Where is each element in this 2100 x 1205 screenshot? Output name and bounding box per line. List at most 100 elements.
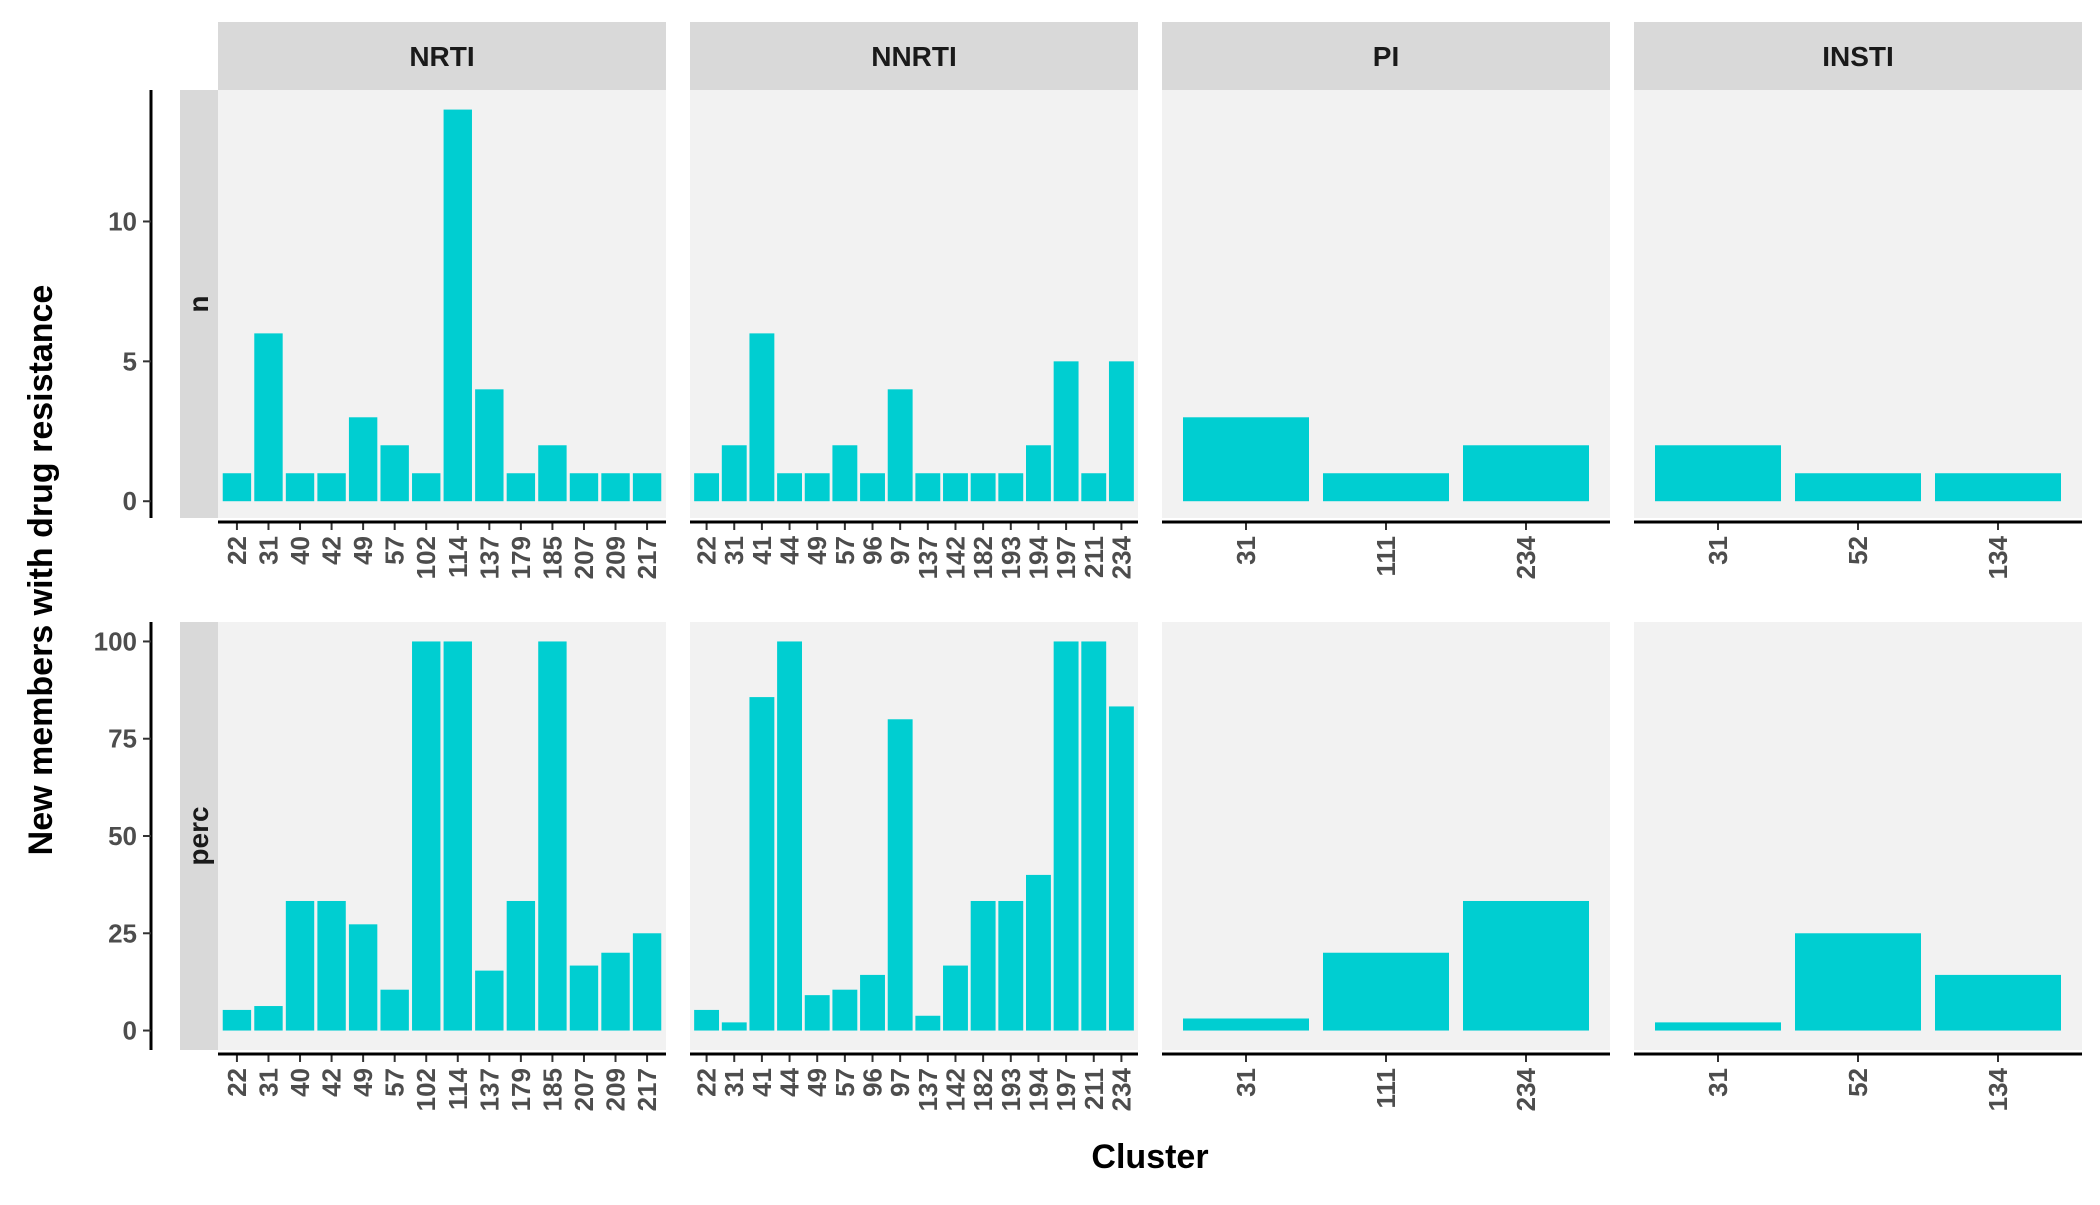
x-axis-title: Cluster [1091,1138,1208,1176]
x-tick-label-nrti-perc-22: 22 [222,1068,252,1097]
bar-nnrti-n-41 [749,333,775,502]
bar-nrti-perc-114 [443,641,472,1031]
x-tick-label-nrti-n-137: 137 [474,536,504,579]
panel-nrti-perc [218,622,666,1050]
x-tick-label-nnrti-perc-97: 97 [885,1068,915,1097]
bar-nnrti-n-142 [943,473,968,502]
x-tick-label-nnrti-n-211: 211 [1079,536,1109,578]
x-tick-label-nnrti-n-49: 49 [802,536,832,565]
x-tick-label-nnrti-perc-197: 197 [1051,1068,1081,1111]
x-tick-label-nnrti-perc-193: 193 [996,1068,1026,1111]
bar-nrti-n-57 [380,445,409,502]
bar-nrti-perc-31 [254,1006,283,1031]
bar-nrti-n-209 [601,473,630,502]
bar-pi-perc-31 [1183,1018,1309,1031]
bar-nrti-perc-209 [601,952,630,1031]
bar-insti-n-134 [1935,473,2061,502]
bar-pi-perc-234 [1463,900,1589,1031]
x-tick-label-nrti-n-42: 42 [317,536,347,565]
bar-insti-perc-31 [1655,1022,1781,1031]
bar-pi-n-111 [1323,473,1449,502]
x-tick-label-nrti-perc-217: 217 [632,1068,662,1111]
bar-nnrti-perc-197 [1053,641,1079,1031]
bar-nnrti-perc-22 [694,1009,720,1031]
bar-nnrti-perc-44 [777,641,802,1031]
bar-nnrti-n-31 [721,445,747,502]
bar-pi-n-234 [1463,445,1589,502]
bar-nnrti-n-194 [1026,445,1051,502]
x-tick-label-nnrti-n-194: 194 [1023,535,1053,579]
x-tick-label-insti-n-31: 31 [1703,536,1733,565]
x-tick-label-nnrti-n-31: 31 [719,536,749,565]
bar-nnrti-n-211 [1081,473,1107,502]
bar-nrti-n-49 [348,417,378,502]
x-tick-label-nrti-n-102: 102 [411,536,441,579]
x-tick-label-nrti-n-57: 57 [380,536,410,565]
col-strip-label-pi: PI [1373,41,1399,72]
x-tick-label-pi-n-31: 31 [1231,536,1261,565]
bar-nrti-perc-40 [285,900,315,1031]
bar-nrti-n-31 [254,333,283,502]
bar-insti-perc-52 [1795,933,1921,1031]
y-tick-label-perc-0: 0 [123,1016,137,1046]
y-tick-label-n-5: 5 [123,346,137,376]
x-tick-label-nnrti-perc-142: 142 [940,1068,970,1111]
bar-nnrti-n-197 [1053,361,1079,502]
x-tick-label-nnrti-n-97: 97 [885,536,915,565]
bar-nrti-perc-179 [506,900,536,1031]
bar-nnrti-perc-57 [832,989,858,1031]
bar-nnrti-perc-41 [749,697,775,1031]
x-tick-label-insti-perc-134: 134 [1983,1067,2013,1111]
col-strip-nrti [218,22,666,90]
bar-nrti-perc-217 [632,933,662,1031]
x-tick-label-nnrti-perc-211: 211 [1079,1068,1109,1110]
x-tick-label-nnrti-perc-44: 44 [775,1067,805,1096]
panel-nrti-n [218,90,666,518]
x-tick-label-nnrti-perc-182: 182 [968,1068,998,1111]
row-strip-n [180,90,218,518]
row-strip-label-n: n [183,295,214,312]
y-tick-label-perc-75: 75 [108,724,137,754]
bar-nrti-n-185 [538,445,567,502]
x-tick-label-nnrti-n-57: 57 [830,536,860,565]
bar-nrti-n-40 [285,473,315,502]
x-tick-label-nnrti-n-193: 193 [996,536,1026,579]
x-tick-label-nrti-perc-114: 114 [443,1067,473,1109]
bar-nnrti-perc-137 [915,1015,941,1031]
x-tick-label-nrti-n-22: 22 [222,536,252,565]
bar-pi-perc-111 [1323,952,1449,1031]
x-tick-label-nrti-n-40: 40 [285,536,315,565]
x-tick-label-nrti-n-207: 207 [569,536,599,579]
x-tick-label-nrti-n-179: 179 [506,536,536,579]
col-strip-insti [1634,22,2082,90]
col-strip-nnrti [690,22,1138,90]
x-tick-label-insti-perc-52: 52 [1843,1068,1873,1097]
row-strip-perc [180,622,218,1050]
col-strip-label-insti: INSTI [1822,41,1894,72]
x-tick-label-nnrti-n-41: 41 [747,536,777,565]
x-tick-label-nrti-n-217: 217 [632,536,662,579]
x-tick-label-nnrti-perc-49: 49 [802,1068,832,1097]
x-tick-label-pi-perc-111: 111 [1371,1068,1401,1109]
y-axis-title: New members with drug resistance [22,285,60,856]
x-tick-label-nnrti-perc-57: 57 [830,1068,860,1097]
x-tick-label-nrti-n-209: 209 [601,536,631,579]
bar-nnrti-n-182 [970,473,996,502]
bar-nrti-n-114 [443,109,472,502]
bar-nrti-perc-207 [569,965,599,1031]
col-strip-pi [1162,22,1610,90]
x-tick-label-nrti-perc-49: 49 [348,1068,378,1097]
bar-nnrti-n-193 [998,473,1024,502]
x-tick-label-pi-n-111: 111 [1371,536,1401,577]
bar-nnrti-n-44 [777,473,802,502]
x-tick-label-nnrti-n-197: 197 [1051,536,1081,579]
bar-nnrti-perc-194 [1026,874,1051,1031]
x-tick-label-nnrti-perc-194: 194 [1023,1067,1053,1111]
x-tick-label-nrti-perc-40: 40 [285,1068,315,1097]
x-tick-label-nrti-perc-209: 209 [601,1068,631,1111]
x-tick-label-nnrti-n-182: 182 [968,536,998,579]
bar-nnrti-perc-31 [721,1022,747,1031]
x-tick-label-nnrti-n-44: 44 [775,535,805,564]
x-tick-label-nrti-n-114: 114 [443,535,473,577]
